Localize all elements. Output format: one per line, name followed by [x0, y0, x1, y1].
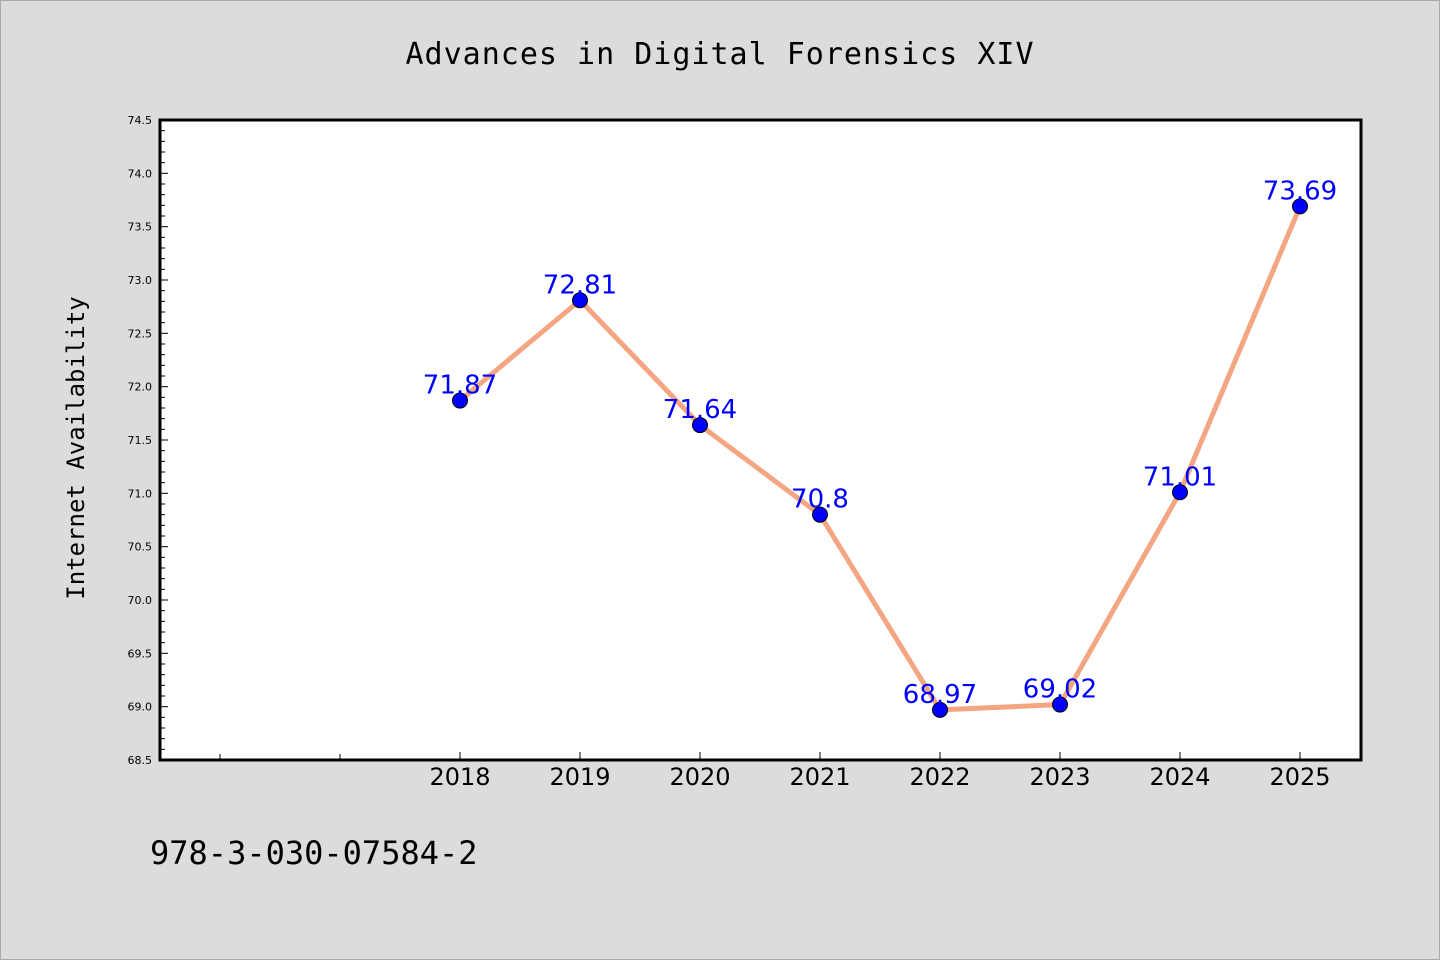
x-tick-label: 2024: [1149, 763, 1210, 791]
data-label: 68.97: [903, 680, 977, 710]
y-tick-label: 73.0: [128, 274, 153, 287]
plot-border: [158, 118, 1363, 762]
data-point: [1292, 198, 1308, 215]
y-tick-label: 68.5: [128, 754, 153, 767]
x-tick-label: 2020: [669, 763, 730, 791]
y-tick-label: 71.5: [128, 434, 153, 447]
x-tick-label: 2021: [789, 763, 850, 791]
y-axis: 68.5 69.0 69.5 70.0 70.5 71.0 71.5 72.0 72.5 73.0…: [128, 114, 168, 767]
data-point: [1052, 696, 1068, 713]
x-tick-label: 2022: [909, 763, 970, 791]
y-tick-label: 72.0: [128, 381, 153, 394]
x-tick-label: 2018: [429, 763, 490, 791]
data-label: 72.81: [543, 270, 617, 300]
x-tick-label: 2023: [1029, 763, 1090, 791]
data-point: [932, 701, 948, 718]
y-tick-label: 74.5: [128, 114, 153, 127]
y-tick-label: 70.5: [128, 541, 153, 554]
data-label: 70.8: [791, 485, 849, 515]
y-tick-label: 69.5: [128, 647, 153, 660]
y-tick-label: 74.0: [128, 167, 153, 180]
y-axis-label: Internet Availability: [62, 296, 90, 599]
data-point: [1172, 484, 1188, 501]
x-tick-label: 2019: [549, 763, 610, 791]
y-tick-label: 72.5: [128, 327, 153, 340]
data-point: [692, 417, 708, 434]
data-label: 69.02: [1023, 675, 1097, 705]
plot-area: [160, 120, 1361, 760]
y-tick-label: 69.0: [128, 701, 153, 714]
data-point: [812, 506, 828, 523]
data-point: [452, 392, 468, 409]
chart-title: Advances in Digital Forensics XIV: [405, 37, 1034, 72]
x-axis: 2018 2019 2020 2021 2022 2023 2024 2025: [219, 752, 1331, 791]
isbn-label: 978-3-030-07584-2: [150, 834, 478, 872]
y-tick-label: 71.0: [128, 487, 153, 500]
y-tick-label: 73.5: [128, 221, 153, 234]
series-line: [458, 205, 1303, 713]
data-label: 71.01: [1143, 462, 1217, 492]
data-label: 71.64: [663, 395, 737, 425]
data-label: 73.69: [1263, 176, 1337, 206]
y-tick-label: 70.0: [128, 594, 153, 607]
data-point: [572, 292, 588, 309]
x-tick-label: 2025: [1269, 763, 1330, 791]
data-label: 71.87: [423, 371, 497, 401]
data-series: 71.87 72.81 71.64 70.8 68.97 69.02 71.01 73.69: [423, 176, 1337, 718]
